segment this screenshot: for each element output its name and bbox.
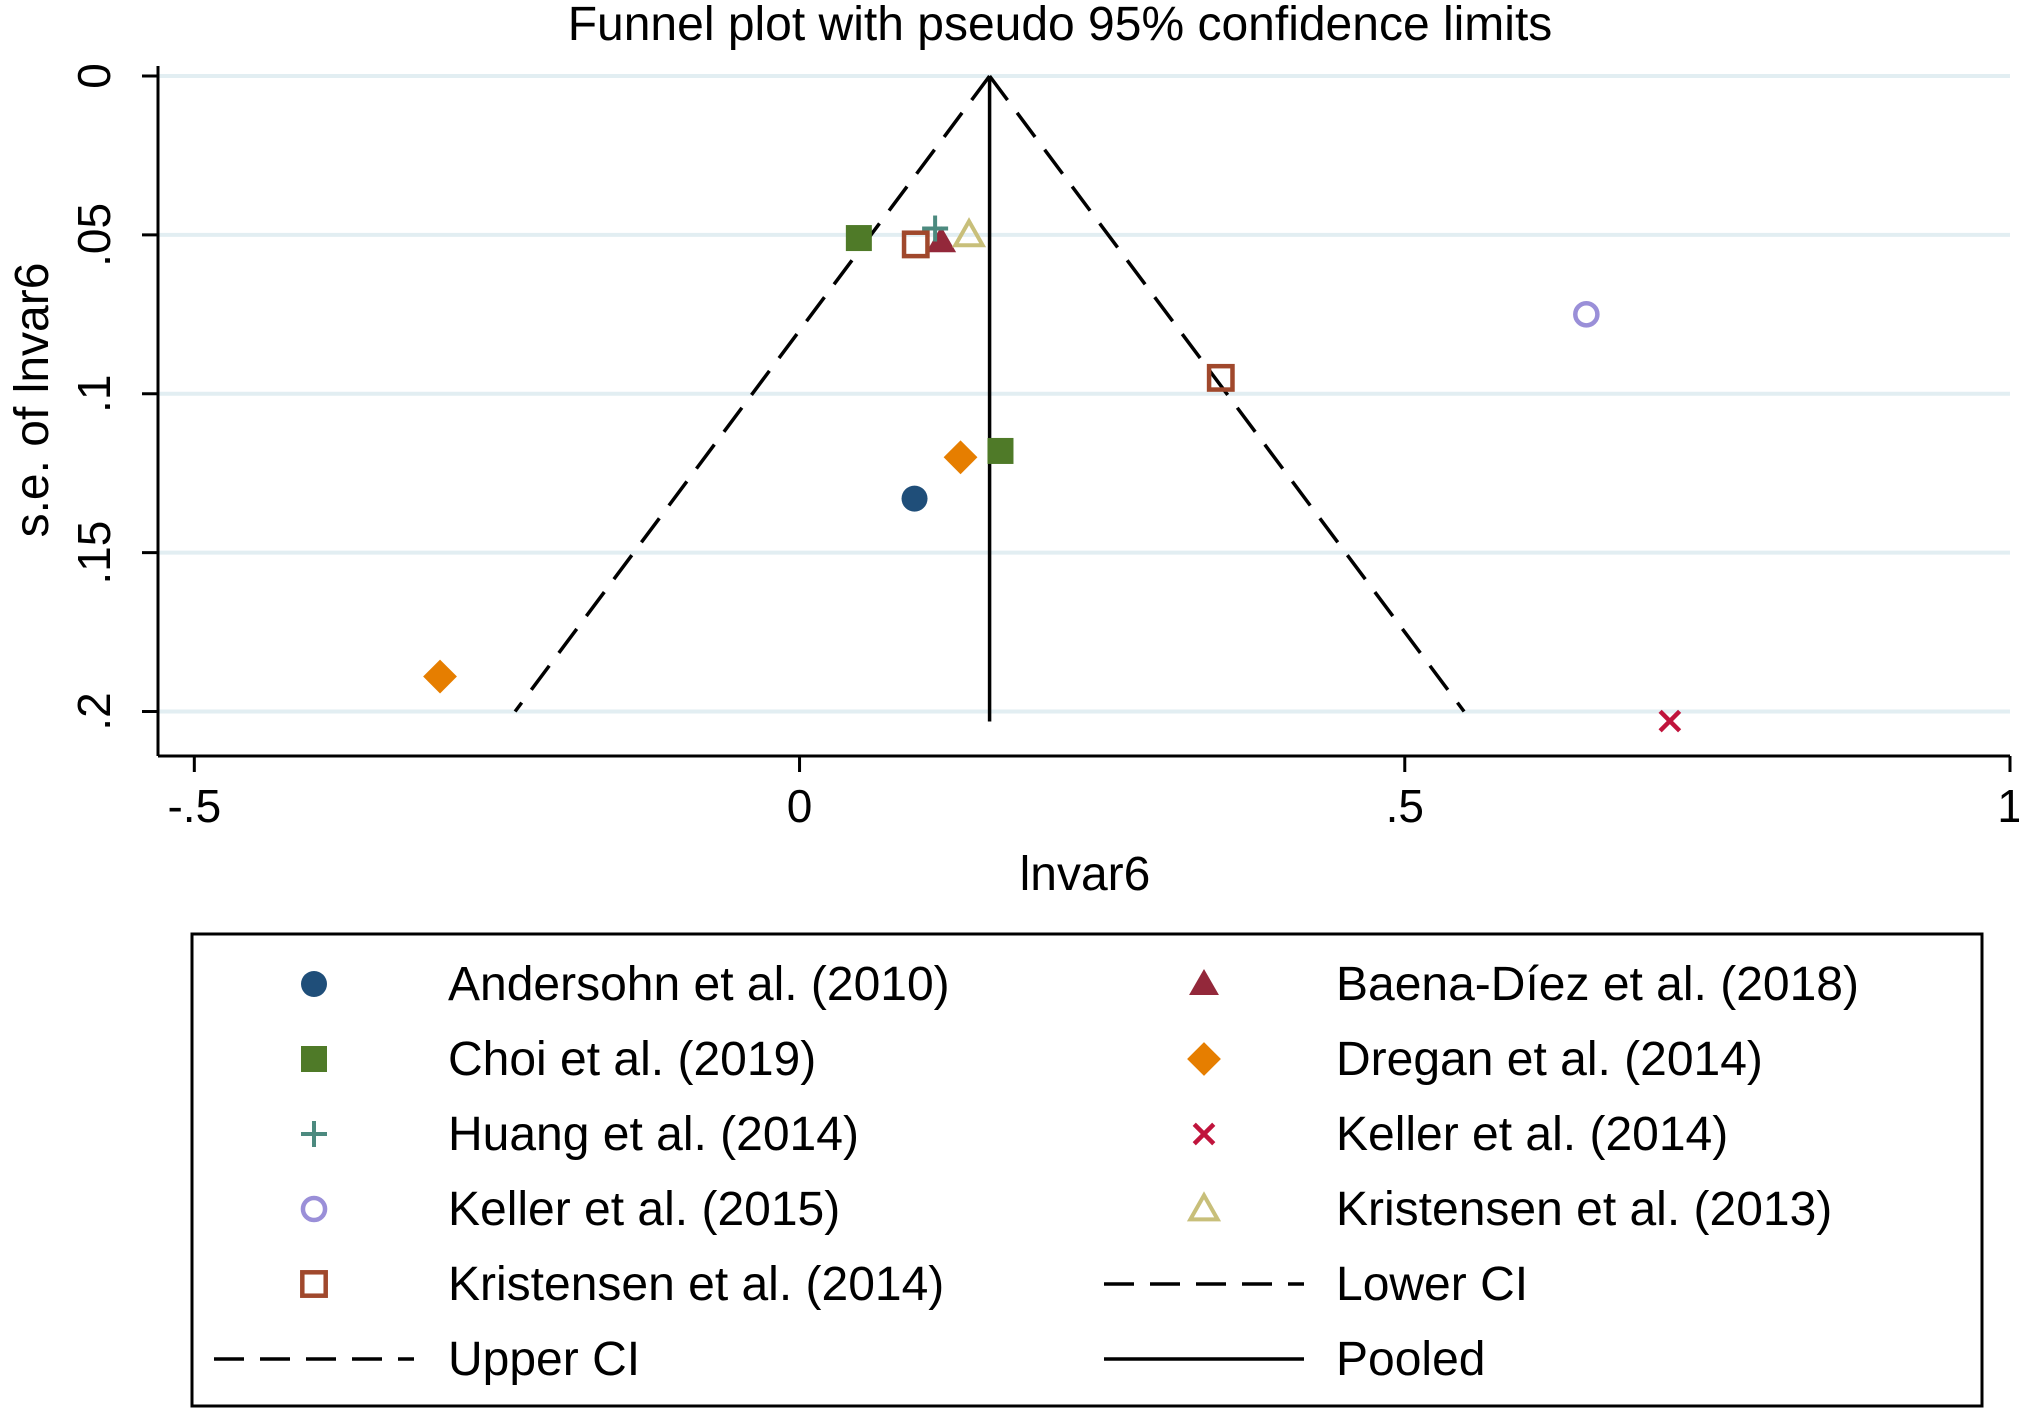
data-point [1206, 363, 1235, 392]
data-point [951, 217, 987, 248]
x-tick-label: 0 [787, 780, 813, 832]
x-stroke [1192, 1122, 1216, 1146]
y-tick-label: .1 [68, 375, 120, 413]
legend-marker [300, 1270, 328, 1298]
x-stroke [1658, 709, 1682, 733]
y-tick-label: .15 [68, 521, 120, 585]
data-point [845, 225, 872, 252]
legend-label: Pooled [1336, 1333, 1485, 1386]
upper-ci-line [988, 74, 1466, 713]
data-markers [423, 215, 1682, 733]
x-axis-title: lnvar6 [1020, 848, 1151, 901]
data-point [1658, 709, 1682, 733]
legend-marker [300, 1195, 328, 1223]
y-tick-label: 0 [68, 63, 120, 89]
legend-label: Upper CI [448, 1333, 640, 1386]
grid-lines [158, 74, 2010, 714]
legend: Andersohn et al. (2010) Baena-Díez et al.… [190, 932, 1984, 1408]
legend-label: Andersohn et al. (2010) [448, 958, 950, 1011]
data-point [943, 440, 978, 475]
legend-box [190, 932, 1984, 1408]
data-point [901, 230, 930, 259]
data-point [1573, 301, 1600, 328]
legend-label: Keller et al. (2015) [448, 1183, 840, 1236]
data-point [926, 226, 957, 253]
data-point [423, 659, 457, 694]
legend-marker [301, 971, 327, 997]
data-point [901, 485, 928, 512]
x-tick-label: -.5 [167, 780, 221, 832]
axes [156, 66, 2010, 758]
x-tick-label: 1 [1997, 780, 2019, 832]
legend-marker [301, 1046, 327, 1072]
legend-label: Choi et al. (2019) [448, 1033, 816, 1086]
legend-label: Keller et al. (2014) [1336, 1108, 1728, 1161]
y-axis-ticks: 0 .05 .1 .15 .2 [68, 63, 158, 731]
chart-title: Funnel plot with pseudo 95% confidence l… [568, 0, 1553, 51]
y-tick-label: .05 [68, 203, 120, 267]
legend-label: Kristensen et al. (2013) [1336, 1183, 1832, 1236]
legend-label: Dregan et al. (2014) [1336, 1033, 1763, 1086]
legend-marker [1187, 1042, 1221, 1076]
legend-marker [1186, 1191, 1222, 1222]
y-axis-title: s.e. of lnvar6 [6, 263, 59, 538]
data-point [987, 437, 1014, 464]
legend-label: Huang et al. (2014) [448, 1108, 859, 1161]
legend-label: Lower CI [1336, 1258, 1528, 1311]
legend-label: Baena-Díez et al. (2018) [1336, 958, 1859, 1011]
x-axis-ticks: -.5 0 .5 1 [167, 756, 2019, 832]
funnel-lines [513, 74, 1466, 722]
x-tick-label: .5 [1386, 780, 1424, 832]
lower-ci-line [513, 74, 991, 713]
legend-marker [1192, 1122, 1216, 1146]
legend-marker [301, 1121, 327, 1147]
legend-label: Kristensen et al. (2014) [448, 1258, 944, 1311]
legend-marker [1189, 969, 1219, 996]
data-point [922, 215, 949, 242]
y-tick-label: .2 [68, 692, 120, 730]
